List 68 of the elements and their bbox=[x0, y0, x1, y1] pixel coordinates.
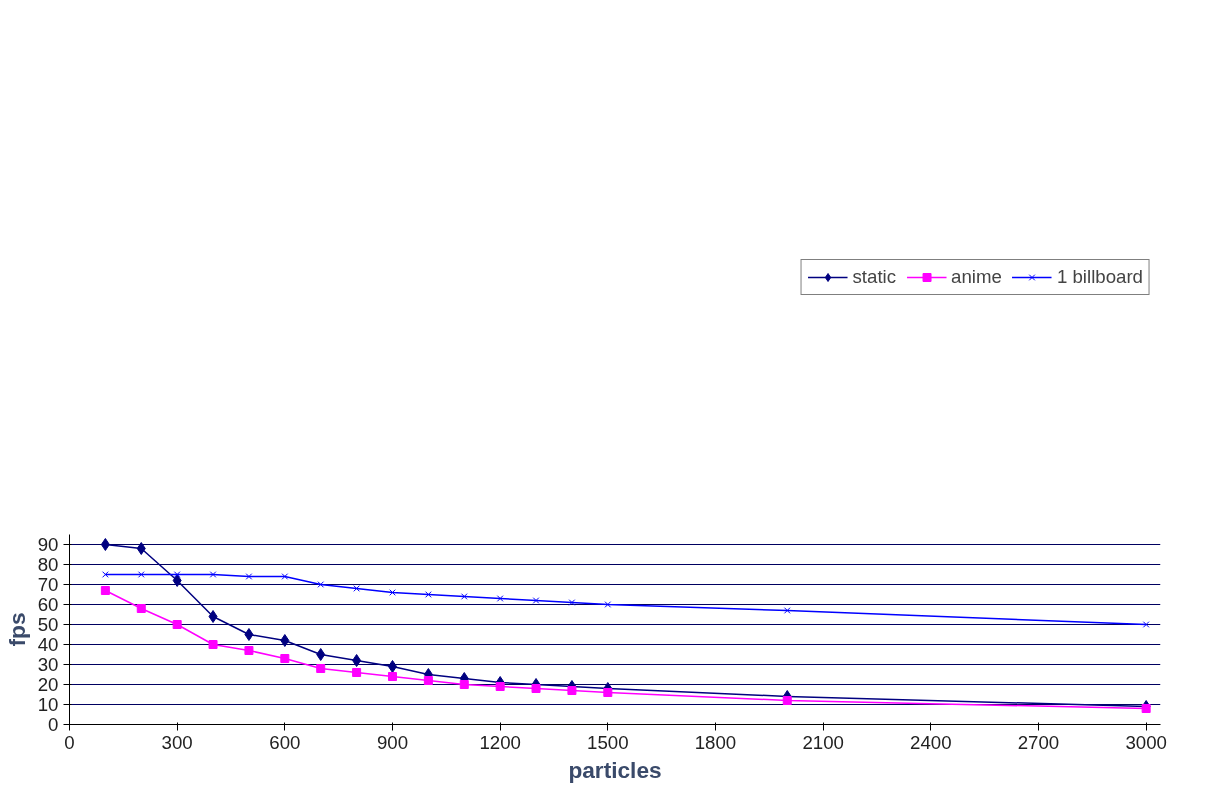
point bbox=[244, 646, 254, 655]
point bbox=[172, 574, 182, 587]
point bbox=[208, 610, 218, 623]
point bbox=[460, 593, 468, 600]
point bbox=[172, 620, 182, 629]
point bbox=[100, 538, 110, 551]
point bbox=[173, 571, 181, 578]
point bbox=[280, 634, 290, 647]
point bbox=[317, 581, 325, 588]
legend-label: static bbox=[852, 266, 897, 288]
point bbox=[603, 688, 613, 697]
point bbox=[208, 640, 218, 649]
x-tick-label: 900 bbox=[376, 731, 409, 753]
point bbox=[244, 628, 254, 641]
point bbox=[1142, 621, 1150, 628]
point bbox=[352, 668, 362, 677]
point bbox=[352, 654, 362, 667]
x-tick-label: 2400 bbox=[910, 731, 952, 753]
y-tick-label: 90 bbox=[37, 534, 59, 555]
x-tick-label: 2700 bbox=[1017, 731, 1060, 753]
point bbox=[459, 680, 469, 689]
x-tick-label: 1200 bbox=[479, 731, 521, 753]
x-tick-label: 1500 bbox=[587, 731, 629, 753]
point bbox=[387, 660, 397, 673]
y-tick-label: 0 bbox=[48, 714, 59, 735]
point bbox=[353, 585, 360, 592]
y-tick-label: 50 bbox=[37, 614, 59, 635]
x-tick-label: 3000 bbox=[1125, 731, 1167, 753]
point bbox=[425, 591, 432, 598]
point bbox=[137, 571, 145, 578]
point bbox=[783, 607, 791, 614]
point bbox=[568, 599, 576, 606]
y-tick-label: 40 bbox=[37, 634, 59, 655]
point bbox=[532, 597, 540, 604]
x-tick-label: 2100 bbox=[802, 731, 844, 753]
point bbox=[209, 571, 217, 578]
x-tick-label: 0 bbox=[64, 731, 75, 753]
x-axis-title: particles bbox=[568, 756, 662, 783]
y-tick-label: 80 bbox=[37, 554, 59, 575]
legend-label: 1 billboard bbox=[1056, 266, 1143, 288]
point bbox=[423, 676, 433, 685]
y-tick-label: 30 bbox=[37, 654, 59, 675]
x-tick-label: 300 bbox=[161, 731, 193, 753]
y-tick-label: 70 bbox=[37, 574, 59, 595]
point bbox=[316, 664, 326, 673]
point bbox=[387, 672, 397, 681]
y-tick-label: 10 bbox=[37, 694, 59, 715]
point bbox=[316, 648, 326, 661]
legend-label: anime bbox=[951, 266, 1002, 288]
point bbox=[102, 571, 109, 578]
point bbox=[496, 595, 504, 602]
point bbox=[531, 684, 541, 693]
point bbox=[782, 696, 792, 705]
point bbox=[567, 686, 577, 695]
x-tick-label: 600 bbox=[269, 731, 301, 753]
point bbox=[245, 573, 253, 580]
point bbox=[280, 654, 290, 663]
point bbox=[1141, 704, 1151, 713]
y-tick-label: 60 bbox=[37, 594, 59, 615]
y-axis-title: fps bbox=[3, 612, 30, 647]
point bbox=[136, 542, 146, 555]
point bbox=[495, 682, 505, 691]
point bbox=[136, 604, 146, 613]
point bbox=[100, 586, 110, 595]
x-tick-label: 1800 bbox=[694, 731, 737, 753]
point bbox=[281, 573, 289, 580]
y-tick-label: 20 bbox=[37, 674, 59, 695]
point bbox=[604, 601, 612, 608]
